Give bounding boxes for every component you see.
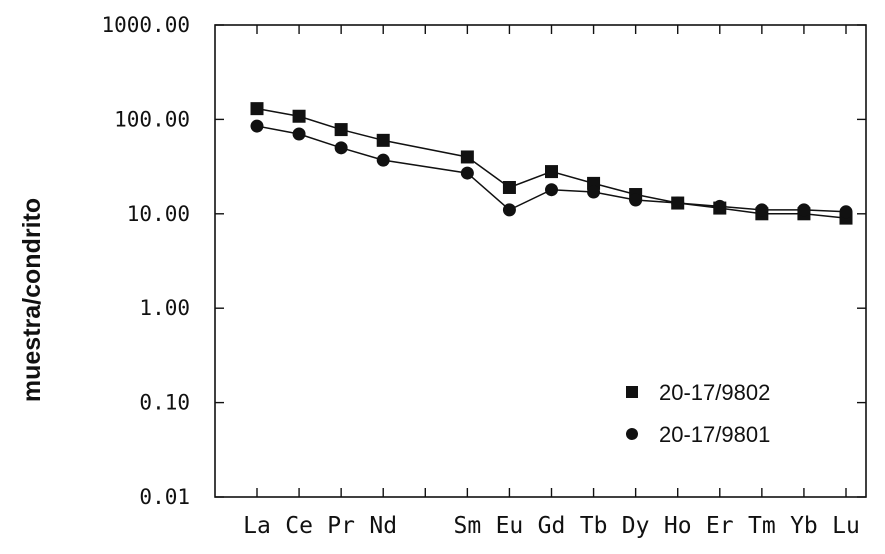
legend-label: 20-17/9802	[659, 380, 770, 405]
data-point-circle	[587, 185, 601, 199]
series-2	[250, 119, 853, 219]
data-point-circle	[545, 183, 558, 197]
data-point-circle	[713, 199, 727, 213]
data-point-circle	[797, 203, 811, 217]
data-point-circle	[376, 153, 390, 167]
legend-marker-circle	[626, 428, 638, 440]
x-tick-label-dy: Dy	[622, 513, 650, 539]
y-axis-ticks: 1000.00 100.00 10.00 1.00 0.10 0.01	[101, 13, 866, 509]
data-point-square	[376, 133, 390, 147]
x-tick-label-eu: Eu	[496, 513, 524, 539]
y-tick-label: 10.00	[127, 202, 190, 226]
data-point-circle	[839, 205, 853, 219]
data-point-circle	[250, 119, 264, 133]
x-tick-label-ho: Ho	[664, 513, 692, 539]
data-point-square	[502, 180, 516, 194]
plot-frame	[214, 24, 867, 498]
data-point-circle	[671, 196, 685, 210]
series-line	[256, 107, 847, 219]
x-tick-label-ce: Ce	[285, 513, 313, 539]
y-tick-label: 0.01	[139, 485, 190, 509]
y-tick-label: 0.10	[139, 391, 190, 415]
y-tick-label: 1000.00	[101, 13, 190, 37]
data-point-circle	[460, 166, 474, 180]
x-tick-label-nd: Nd	[369, 513, 397, 539]
data-point-square	[545, 165, 558, 179]
x-tick-label-gd: Gd	[538, 513, 566, 539]
y-axis-label: muestra/condrito	[18, 198, 46, 402]
x-tick-label-yb: Yb	[790, 513, 818, 539]
data-point-square	[460, 150, 474, 164]
data-point-square	[250, 102, 264, 116]
x-tick-label-sm: Sm	[454, 513, 482, 539]
data-point-circle	[502, 203, 516, 217]
data-point-circle	[629, 193, 643, 207]
x-axis-ticks: La Ce Pr Nd Sm Eu Gd Tb Dy Ho Er Tm Yb Lu	[243, 25, 860, 539]
y-tick-label: 1.00	[139, 296, 190, 320]
legend: 20-17/9802 20-17/9801	[626, 380, 770, 447]
series-line	[256, 125, 847, 213]
x-tick-label-pr: Pr	[327, 513, 355, 539]
data-point-circle	[334, 141, 348, 155]
plot-border	[214, 24, 867, 498]
x-tick-label-la: La	[243, 513, 271, 539]
series-layer	[250, 102, 853, 225]
y-tick-label: 100.00	[114, 107, 190, 131]
data-point-square	[292, 109, 306, 123]
x-tick-label-tb: Tb	[580, 513, 608, 539]
x-tick-label-tm: Tm	[748, 513, 776, 539]
data-point-circle	[292, 127, 306, 141]
data-point-square	[334, 123, 348, 137]
legend-marker-square	[626, 386, 638, 398]
legend-label: 20-17/9801	[659, 422, 770, 447]
data-point-circle	[755, 203, 769, 217]
x-tick-label-lu: Lu	[832, 513, 860, 539]
x-tick-label-er: Er	[706, 513, 734, 539]
